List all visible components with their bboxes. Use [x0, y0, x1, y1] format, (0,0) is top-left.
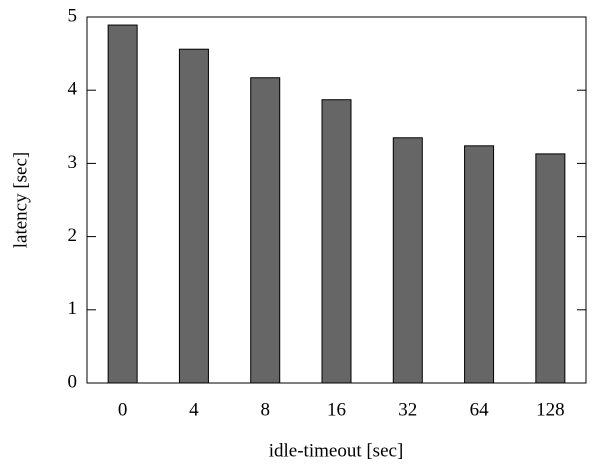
bar — [392, 137, 423, 384]
y-tick-label: 2 — [68, 225, 78, 246]
bar — [107, 24, 138, 384]
bar — [178, 48, 209, 384]
x-tick-label: 128 — [536, 399, 565, 420]
bar — [464, 145, 495, 384]
bar — [321, 99, 352, 384]
y-tick-label: 1 — [68, 298, 78, 319]
y-tick-label: 5 — [68, 5, 78, 26]
x-tick-label: 16 — [327, 399, 346, 420]
x-tick-label: 64 — [470, 399, 490, 420]
y-axis-label: latency [sec] — [10, 152, 31, 249]
y-tick-label: 3 — [68, 152, 78, 173]
x-tick-label: 32 — [398, 399, 417, 420]
x-tick-label: 8 — [260, 399, 270, 420]
y-tick-label: 4 — [68, 79, 78, 100]
x-tick-label: 4 — [189, 399, 199, 420]
x-tick-label: 0 — [118, 399, 128, 420]
bar — [250, 77, 281, 384]
x-axis-label: idle-timeout [sec] — [269, 440, 404, 461]
bar — [535, 153, 566, 384]
y-tick-label: 0 — [68, 371, 78, 392]
